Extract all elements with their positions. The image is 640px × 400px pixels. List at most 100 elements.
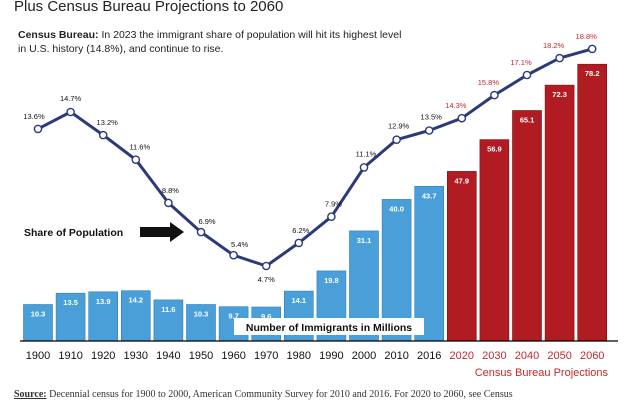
share-value-label-1990: 7.9%	[325, 200, 342, 209]
bar-value-label-2016: 43.7	[422, 191, 437, 200]
x-tick-label-2060: 2060	[580, 350, 604, 362]
bar-value-label-1980: 14.1	[291, 296, 306, 305]
share-value-label-1930: 11.6%	[129, 143, 150, 152]
source-label: Source:	[14, 389, 47, 400]
share-point-1920	[98, 130, 108, 140]
chart-subtitle: Census Bureau: In 2023 the immigrant sha…	[18, 28, 408, 56]
x-tick-label-1940: 1940	[156, 350, 180, 362]
x-tick-label-2000: 2000	[352, 350, 376, 362]
share-point-1930	[131, 155, 141, 164]
share-value-label-2000: 11.1%	[356, 149, 377, 158]
subtitle-text: In 2023 the immigrant share of populatio…	[18, 29, 402, 55]
share-value-label-1950: 6.9%	[198, 217, 215, 226]
bar-2020	[446, 171, 477, 342]
x-tick-label-2010: 2010	[384, 350, 408, 362]
share-value-label-1970: 4.7%	[258, 275, 275, 284]
bar-value-label-2060: 78.2	[585, 69, 600, 78]
share-value-label-2016: 13.5%	[421, 113, 443, 122]
share-value-label-2050: 18.2%	[543, 41, 565, 50]
bar-value-label-1910: 13.5	[63, 298, 78, 307]
bar-2010	[381, 199, 412, 342]
share-value-label-1980: 6.2%	[292, 226, 309, 235]
share-point-1960	[229, 250, 238, 260]
bar-value-label-1950: 10.3	[194, 310, 209, 319]
bar-2060	[577, 63, 608, 342]
subtitle-source-label: Census Bureau:	[18, 29, 99, 41]
bar-1900	[23, 304, 53, 342]
share-point-1950	[196, 227, 206, 237]
source-note: Source: Decennial census for 1900 to 200…	[14, 389, 513, 400]
share-point-2016	[424, 126, 434, 135]
share-point-2040	[522, 70, 532, 80]
x-tick-label-1930: 1930	[124, 350, 148, 362]
x-tick-label-1970: 1970	[254, 350, 278, 362]
bar-value-label-2040: 65.1	[520, 116, 535, 125]
x-tick-label-2050: 2050	[547, 350, 571, 362]
share-point-1940	[164, 198, 173, 208]
bar-value-label-2000: 31.1	[357, 236, 372, 245]
share-value-label-2040: 17.1%	[510, 58, 532, 67]
bar-2030	[479, 139, 510, 342]
share-value-label-2030: 15.8%	[478, 78, 500, 87]
bar-2050	[544, 84, 575, 342]
share-point-1910	[66, 107, 75, 117]
share-point-1900	[33, 124, 43, 134]
share-value-label-1910: 14.7%	[60, 94, 82, 103]
share-point-1980	[294, 238, 304, 248]
bar-value-label-1930: 14.2	[128, 296, 143, 305]
share-point-2060	[587, 44, 597, 54]
x-tick-label-1960: 1960	[221, 350, 245, 362]
share-line	[37, 47, 593, 268]
bar-value-label-1900: 10.3	[31, 310, 46, 319]
share-point-2050	[555, 53, 564, 63]
bar-series-label: Number of Immigrants in Millions	[246, 322, 412, 334]
x-tick-label-1950: 1950	[189, 350, 213, 362]
x-tick-label-1910: 1910	[58, 350, 82, 362]
bar-value-label-2010: 40.0	[389, 204, 404, 213]
share-value-label-1960: 5.4%	[231, 240, 248, 249]
bar-series-label-box	[234, 318, 424, 335]
bar-value-label-1990: 19.8	[324, 276, 339, 285]
bar-2040	[512, 110, 542, 342]
bar-1940	[153, 299, 184, 342]
share-value-label-2010: 12.9%	[388, 122, 410, 131]
bar-value-label-2030: 56.9	[487, 145, 502, 154]
bar-value-label-1970: 9.6	[261, 312, 271, 321]
projections-label: Census Bureau Projections	[475, 367, 609, 379]
share-of-population-annotation: Share of Population	[24, 227, 123, 239]
share-point-2020	[457, 113, 467, 123]
bar-1950	[186, 304, 216, 342]
bar-value-label-1940: 11.6	[161, 305, 175, 314]
x-tick-label-1900: 1900	[26, 350, 50, 362]
bar-1920	[88, 291, 118, 342]
source-text: Decennial census for 1900 to 2000, Ameri…	[46, 389, 513, 400]
share-value-label-1940: 8.8%	[162, 186, 179, 195]
share-value-label-2060: 18.8%	[576, 32, 598, 41]
x-tick-label-1990: 1990	[319, 350, 343, 362]
share-point-2010	[392, 135, 401, 144]
share-point-2000	[359, 163, 369, 172]
bar-value-label-1960: 9.7	[228, 312, 238, 321]
bar-2016	[414, 186, 445, 342]
share-point-1970	[261, 261, 271, 271]
annotation-arrow-icon	[140, 222, 184, 242]
x-tick-label-2020: 2020	[450, 350, 474, 362]
x-tick-label-1980: 1980	[287, 350, 311, 362]
bar-value-label-2050: 72.3	[552, 90, 567, 99]
share-value-label-1900: 13.6%	[23, 112, 45, 121]
bar-1910	[55, 292, 86, 342]
x-tick-label-1920: 1920	[91, 350, 115, 362]
bar-1930	[121, 290, 151, 342]
x-tick-label-2016: 2016	[417, 350, 441, 362]
share-point-2030	[490, 90, 499, 100]
share-point-1990	[327, 212, 336, 221]
x-tick-label-2030: 2030	[482, 350, 506, 362]
page-title: Plus Census Bureau Projections to 2060	[14, 0, 284, 15]
x-tick-label-2040: 2040	[515, 350, 539, 362]
bar-value-label-2020: 47.9	[454, 176, 469, 185]
share-value-label-1920: 13.2%	[97, 118, 119, 127]
share-value-label-2020: 14.3%	[445, 101, 467, 110]
bar-value-label-1920: 13.9	[96, 297, 111, 306]
